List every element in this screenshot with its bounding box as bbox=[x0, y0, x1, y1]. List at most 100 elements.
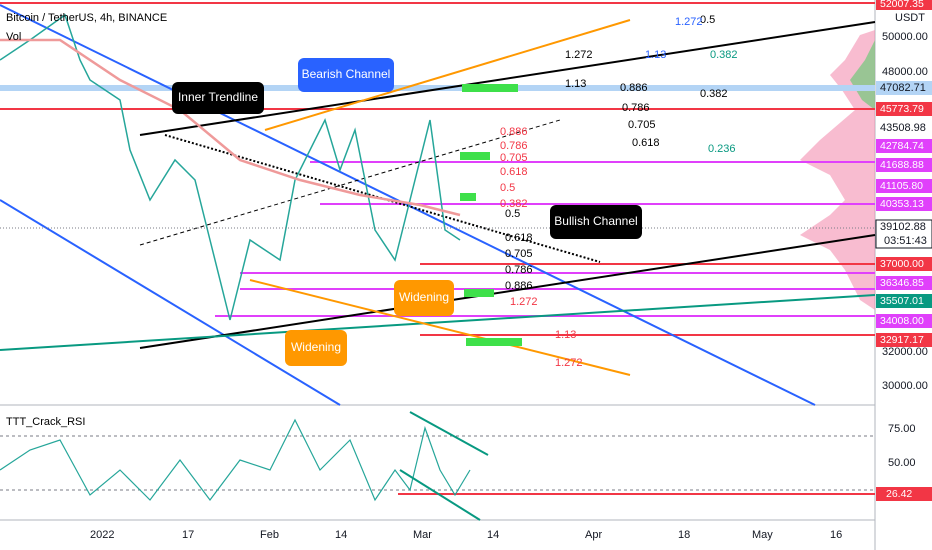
rsi-tag bbox=[876, 487, 932, 501]
price-label: 37000.00 bbox=[880, 258, 924, 270]
callout bbox=[298, 58, 394, 92]
fib-label: 0.618 bbox=[500, 166, 528, 178]
rsi-axis-label: 75.00 bbox=[888, 423, 916, 435]
price-tag bbox=[876, 333, 932, 347]
trendline bbox=[139, 119, 561, 246]
price-label: 48000.00 bbox=[882, 66, 928, 78]
price-label: 30000.00 bbox=[882, 380, 928, 392]
time-label: May bbox=[752, 529, 773, 541]
trendline bbox=[0, 199, 341, 406]
fib-label: 1.13 bbox=[565, 78, 586, 90]
target-box bbox=[466, 338, 522, 346]
fib-label: 1.272 bbox=[675, 16, 703, 28]
fib-label: 0.886 bbox=[505, 280, 533, 292]
trendline bbox=[139, 21, 876, 136]
callout bbox=[394, 280, 454, 316]
fib-label: 0.5 bbox=[505, 208, 520, 220]
fib-label: 0.618 bbox=[505, 232, 533, 244]
rsi-line bbox=[0, 418, 471, 502]
time-label: 14 bbox=[335, 529, 347, 541]
trendline bbox=[249, 279, 631, 376]
price-label: 34008.00 bbox=[880, 315, 924, 327]
callout bbox=[550, 205, 642, 239]
rsi-axis-label: 50.00 bbox=[888, 457, 916, 469]
trendline bbox=[164, 134, 601, 263]
price-label: 41688.88 bbox=[880, 159, 924, 171]
price-tag bbox=[876, 0, 932, 10]
price-label: 43508.98 bbox=[880, 122, 926, 134]
trendline bbox=[139, 234, 876, 349]
fib-label: 0.705 bbox=[628, 119, 656, 131]
callout-text: Bearish Channel bbox=[302, 67, 391, 81]
fib-label: 0.382 bbox=[710, 49, 738, 61]
price-tag bbox=[876, 314, 932, 328]
fib-label: 0.618 bbox=[632, 137, 660, 149]
target-box bbox=[462, 84, 518, 92]
fib-label: 0.236 bbox=[708, 143, 736, 155]
price-label: 45773.79 bbox=[880, 103, 924, 115]
fib-label: 1.13 bbox=[555, 329, 576, 341]
price-tag bbox=[876, 102, 932, 116]
time-label: 14 bbox=[487, 529, 499, 541]
currency-label: USDT bbox=[895, 12, 925, 24]
trendline bbox=[409, 411, 489, 456]
price-label: 50000.00 bbox=[882, 31, 928, 43]
symbol-title: Bitcoin / TetherUS, 4h, BINANCE bbox=[6, 12, 167, 24]
price-tag bbox=[876, 139, 932, 153]
time-label: 2022 bbox=[90, 529, 114, 541]
time-label: Mar bbox=[413, 529, 432, 541]
fib-label: 0.705 bbox=[505, 248, 533, 260]
trendline bbox=[399, 469, 481, 521]
callout bbox=[285, 330, 347, 366]
price-tag bbox=[876, 197, 932, 211]
callout bbox=[172, 82, 264, 114]
price-tag bbox=[875, 219, 932, 249]
countdown: 03:51:43 bbox=[884, 235, 927, 247]
time-label: Feb bbox=[260, 529, 279, 541]
fib-label: 0.382 bbox=[700, 88, 728, 100]
indicator-label: Vol bbox=[6, 31, 21, 43]
target-box bbox=[460, 152, 490, 160]
volume-profile bbox=[850, 40, 875, 110]
price-line bbox=[0, 13, 461, 321]
time-label: Apr bbox=[585, 529, 602, 541]
price-label: 35507.01 bbox=[880, 295, 924, 307]
volume-profile bbox=[800, 30, 875, 310]
trendline bbox=[264, 19, 631, 131]
price-label: 42784.74 bbox=[880, 140, 924, 152]
fib-label: 0.886 bbox=[620, 82, 648, 94]
price-label: 32917.17 bbox=[880, 334, 924, 346]
target-box bbox=[464, 289, 494, 297]
price-label: 52007.35 bbox=[880, 0, 924, 10]
fib-label: 1.272 bbox=[565, 49, 593, 61]
price-tag bbox=[876, 158, 932, 172]
fib-label: 1.13 bbox=[645, 49, 666, 61]
fib-label: 0.786 bbox=[622, 102, 650, 114]
price-tag bbox=[876, 81, 932, 95]
price-label: 36346.85 bbox=[880, 277, 924, 289]
price-label: 47082.71 bbox=[880, 82, 926, 94]
target-box bbox=[460, 193, 476, 201]
fib-label: 0.786 bbox=[500, 140, 528, 152]
fib-label: 0.786 bbox=[505, 264, 533, 276]
time-label: 16 bbox=[830, 529, 842, 541]
callout-text: Widening bbox=[399, 290, 449, 304]
callout-text: Bullish Channel bbox=[554, 214, 637, 228]
fib-label: 0.886 bbox=[500, 126, 528, 138]
price-tag bbox=[876, 276, 932, 290]
rsi-axis-label: 26.42 bbox=[886, 488, 912, 500]
price-label: 39102.88 bbox=[880, 221, 926, 233]
indicator-label: TTT_Crack_RSI bbox=[6, 416, 85, 428]
price-label: 32000.00 bbox=[882, 346, 928, 358]
price-label: 40353.13 bbox=[880, 198, 924, 210]
fib-label: 0.382 bbox=[500, 198, 528, 210]
price-tag bbox=[876, 179, 932, 193]
time-label: 17 bbox=[182, 529, 194, 541]
fib-label: 0.705 bbox=[500, 152, 528, 164]
fib-label: 1.272 bbox=[555, 357, 583, 369]
time-label: 18 bbox=[678, 529, 690, 541]
trendline bbox=[0, 294, 876, 351]
fib-label: 1.272 bbox=[510, 296, 538, 308]
callout-text: Widening bbox=[291, 340, 341, 354]
price-label: 41105.80 bbox=[880, 180, 923, 192]
